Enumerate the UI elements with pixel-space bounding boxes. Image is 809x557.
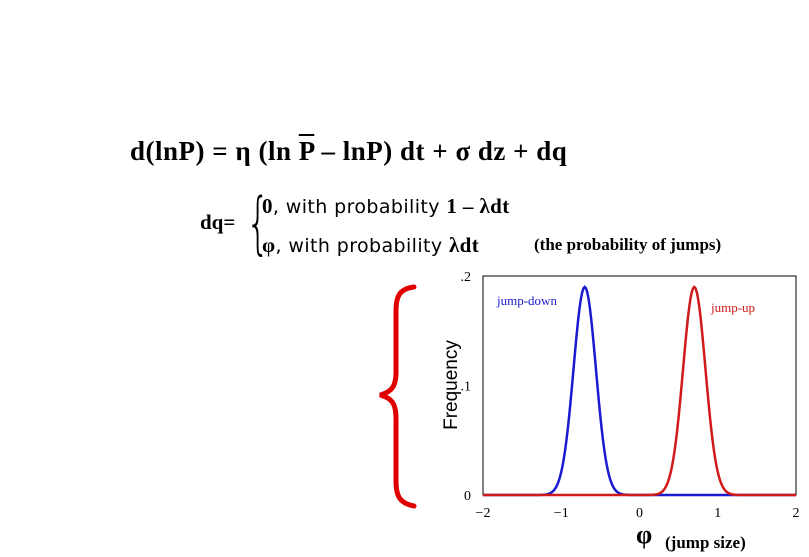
x-axis-note: (jump size) bbox=[665, 533, 746, 552]
x-tick-label: −1 bbox=[554, 506, 569, 521]
case-no-jump: 0, with probability 1 – λdt bbox=[262, 194, 510, 219]
case-jump: φ, with probability λdt bbox=[262, 233, 479, 258]
series-label-jump-up: jump-up bbox=[710, 300, 755, 315]
y-ticks: 0 .1 .2 bbox=[461, 270, 472, 504]
x-tick-label: 2 bbox=[793, 506, 800, 521]
eq-lhs: d(ln bbox=[130, 136, 179, 166]
case1-prob: 1 – λdt bbox=[446, 194, 510, 218]
eq-tail: dz + dq bbox=[470, 136, 568, 166]
dq-label: dq= bbox=[200, 210, 236, 234]
x-axis-label: φ bbox=[636, 520, 653, 549]
case1-value: 0 bbox=[262, 194, 273, 218]
case1-text: , with probability bbox=[272, 196, 447, 218]
series-layer bbox=[483, 285, 796, 497]
x-tick-label: −2 bbox=[476, 506, 491, 521]
main-equation: d(lnP) = η (ln P – lnP) dt + σ dz + dq bbox=[130, 136, 567, 167]
y-tick-label: .1 bbox=[461, 380, 472, 395]
series-label-jump-down: jump-down bbox=[496, 293, 557, 308]
sigma-symbol: σ bbox=[455, 136, 471, 166]
series-line-jump-down bbox=[483, 285, 796, 497]
x-tick-label: 1 bbox=[714, 506, 721, 521]
case2-value: φ bbox=[262, 233, 276, 257]
eq-lhs-p: P) = bbox=[178, 136, 236, 166]
series-line-jump-up bbox=[483, 285, 796, 497]
case2-text: , with probability bbox=[275, 235, 449, 257]
jump-probability-note: (the probability of jumps) bbox=[534, 235, 722, 254]
eq-paren: (ln bbox=[251, 136, 299, 166]
y-tick-label: 0 bbox=[464, 489, 471, 504]
eta-symbol: η bbox=[235, 136, 252, 166]
x-tick-label: 0 bbox=[636, 506, 643, 521]
x-ticks: −2 −1 0 1 2 bbox=[476, 506, 800, 521]
dq-brace: { bbox=[246, 184, 270, 263]
y-axis-label: Frequency bbox=[441, 340, 462, 430]
case2-prob: λdt bbox=[448, 233, 480, 257]
red-brace bbox=[379, 284, 417, 509]
eq-mid: – lnP) dt + bbox=[314, 136, 456, 166]
y-tick-label: .2 bbox=[461, 270, 472, 285]
p-bar: P bbox=[298, 136, 315, 166]
